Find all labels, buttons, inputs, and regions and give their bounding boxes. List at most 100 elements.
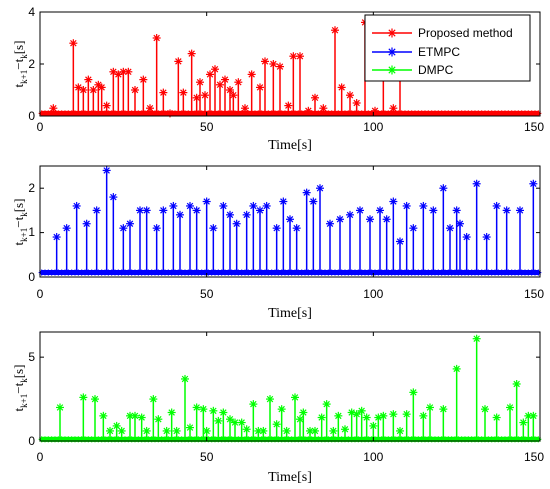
legend-entry-proposed: Proposed method	[372, 26, 513, 40]
stem-marker	[169, 201, 178, 210]
x-tick-label: 0	[37, 287, 44, 301]
y-tick-label: 1	[28, 225, 35, 239]
stem-marker	[331, 26, 339, 35]
stem-marker	[452, 206, 461, 215]
stem-marker	[187, 49, 196, 58]
stem-marker	[114, 70, 123, 79]
stem-marker	[316, 184, 324, 193]
stem-marker	[362, 413, 371, 422]
stem-marker	[211, 65, 219, 74]
stem-marker	[402, 410, 411, 419]
stem-marker	[142, 426, 151, 435]
y-tick-label: 2	[28, 181, 35, 195]
stem-marker	[419, 411, 428, 420]
legend-label-dmpc: DMPC	[418, 63, 454, 77]
x-tick-label: 0	[37, 120, 44, 134]
legend-label-etmpc: ETMPC	[418, 45, 460, 59]
y-label-unit: [s]	[11, 41, 26, 55]
stem-marker	[272, 224, 281, 233]
stem-marker	[229, 91, 238, 100]
stem-marker	[346, 210, 354, 219]
stem-marker	[299, 408, 308, 417]
stem-marker	[389, 410, 398, 419]
stem-marker	[306, 426, 314, 435]
y-axis-label: tk+1−tk[s]	[11, 199, 29, 246]
y-tick-label: 0	[28, 270, 35, 284]
stem-marker	[286, 215, 294, 224]
y-label-sub-k: k	[19, 378, 29, 383]
stem-marker	[512, 379, 521, 388]
stem-marker	[174, 57, 183, 66]
stem-marker	[456, 219, 464, 228]
stem-marker	[352, 410, 361, 419]
y-label-t: t	[11, 83, 26, 87]
stem-marker	[309, 197, 318, 206]
stem-marker	[276, 62, 284, 71]
stem-marker	[266, 395, 274, 404]
y-axis-label: tk+1−tk[s]	[11, 365, 29, 412]
stem-marker	[426, 403, 434, 412]
stem-marker	[396, 237, 404, 246]
stem-marker	[262, 201, 271, 210]
stem-marker	[292, 224, 301, 233]
y-tick-label: 4	[28, 5, 35, 19]
stem-marker	[277, 405, 286, 414]
stem-marker	[119, 224, 128, 233]
stem-marker	[241, 104, 249, 113]
y-label-sub-k: k	[19, 212, 29, 217]
stem-marker	[282, 426, 291, 435]
stem-marker	[259, 426, 268, 435]
stem-marker	[481, 405, 489, 414]
x-tick-label: 100	[363, 450, 383, 464]
stem-marker	[341, 425, 349, 434]
legend-entry-etmpc: ETMPC	[372, 45, 460, 59]
x-tick-label: 100	[363, 287, 383, 301]
stem-marker	[72, 201, 81, 210]
y-axis-label: tk+1−tk[s]	[11, 41, 29, 88]
panel-etmpc: 0 50 100 150 0 1 2 Time[s] tk+1−tk[s]	[11, 165, 544, 321]
stem-marker	[409, 388, 418, 397]
y-label-sub-k1: k+1	[19, 394, 29, 408]
stem-marker	[102, 101, 111, 110]
stem-marker	[291, 393, 299, 402]
stem-marker	[524, 411, 533, 420]
stem-marker	[234, 78, 243, 87]
stem-marker	[202, 426, 211, 435]
stem-marker	[452, 364, 461, 373]
stem-marker	[152, 224, 161, 233]
stem-marker	[284, 101, 293, 110]
stem-marker	[181, 374, 189, 383]
stem-marker	[376, 206, 384, 215]
y-label-sub-k1: k+1	[19, 228, 29, 242]
stem-marker	[192, 93, 201, 102]
stem-marker	[516, 206, 524, 215]
stem-marker	[334, 411, 343, 420]
y-tick-label: 0	[28, 434, 35, 448]
stem-marker	[389, 197, 398, 206]
stem-marker	[82, 219, 91, 228]
stem-marker	[196, 78, 204, 87]
plot-area-dmpc	[38, 334, 542, 443]
stem-marker	[49, 104, 58, 113]
stem-marker	[296, 52, 304, 61]
y-label-minus-t: −t	[11, 58, 26, 69]
stem-marker	[269, 60, 278, 68]
stem-marker	[91, 395, 99, 404]
stem-marker	[226, 210, 234, 219]
stem-marker	[379, 411, 388, 420]
stem-marker	[506, 403, 514, 412]
y-label-unit: [s]	[11, 365, 26, 379]
stem-marker	[272, 420, 281, 429]
stem-marker	[326, 219, 334, 228]
stem-marker	[249, 201, 258, 210]
stem-marker	[311, 426, 319, 435]
y-tick-label: 5	[28, 350, 35, 364]
stem-marker	[176, 210, 184, 219]
stem-marker	[209, 406, 218, 415]
stem-marker	[472, 334, 481, 343]
stem-marker	[492, 201, 501, 210]
stem-marker	[109, 193, 118, 202]
stem-marker	[242, 210, 251, 219]
stem-marker	[137, 413, 146, 422]
y-label-minus-t: −t	[11, 382, 26, 393]
